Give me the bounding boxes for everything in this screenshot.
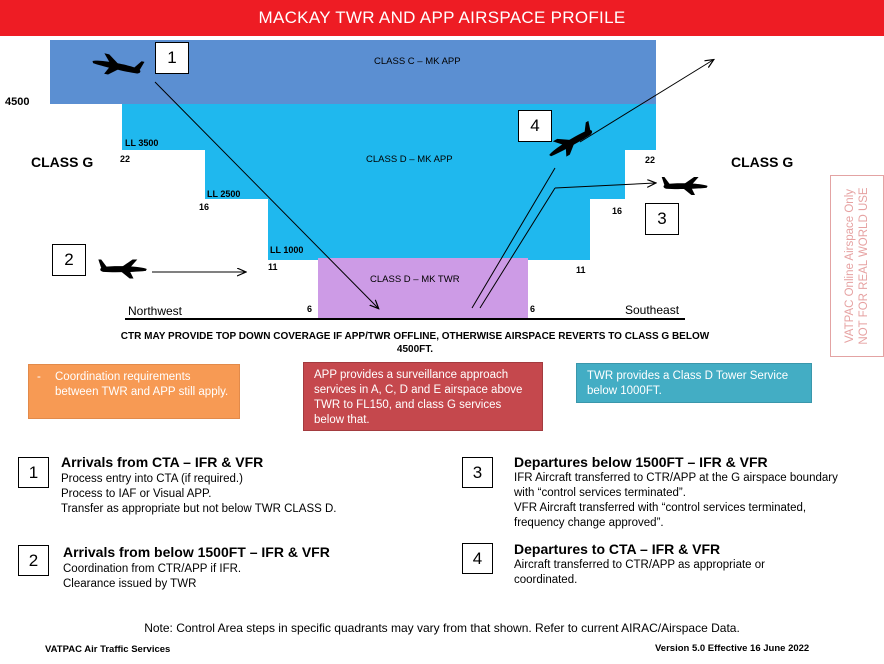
twr-service-box: TWR provides a Class D Tower Service bel… (576, 363, 812, 403)
distance-6-left: 6 (307, 304, 313, 314)
class-d-twr-label: CLASS D – MK TWR (370, 274, 460, 285)
marker-3: 3 (645, 203, 679, 235)
departure-path-3a (479, 187, 556, 309)
title-banner: MACKAY TWR AND APP AIRSPACE PROFILE (0, 0, 884, 36)
distance-16-right: 16 (612, 206, 623, 216)
distance-16-left: 16 (199, 202, 210, 212)
ll-1000-label: LL 1000 (270, 245, 304, 255)
distance-11-left: 11 (268, 262, 278, 272)
marker-2: 2 (52, 244, 86, 276)
app-service-text: APP provides a surveillance approach ser… (314, 369, 523, 426)
legend-number-3: 3 (462, 457, 493, 488)
arrival-path-1 (154, 81, 378, 308)
ll-3500-label: LL 3500 (125, 138, 159, 148)
class-d-app-label: CLASS D – MK APP (366, 154, 453, 165)
watermark-line-2: NOT FOR REAL WORLD USE (858, 187, 870, 345)
watermark-line-1: VATPAC Online Airspace Only (844, 188, 856, 344)
coordination-bullet: - (37, 371, 41, 383)
flight-paths (90, 51, 884, 330)
altitude-4500-label: 4500 (5, 96, 30, 108)
watermark-text: VATPAC Online Airspace Only NOT FOR REAL… (843, 187, 871, 344)
distance-11-right: 11 (576, 265, 586, 275)
legend-number-2: 2 (18, 545, 49, 576)
class-d-app-step-2500 (205, 150, 625, 199)
distance-6-right: 6 (530, 304, 536, 314)
marker-1: 1 (155, 42, 189, 74)
twr-service-text: TWR provides a Class D Tower Service bel… (587, 370, 789, 397)
legend-number-1: 1 (18, 457, 49, 488)
legend-title-1: Arrivals from CTA – IFR & VFR (61, 454, 264, 470)
page-title: MACKAY TWR AND APP AIRSPACE PROFILE (258, 8, 626, 27)
aircraft-icon (98, 259, 147, 279)
coordination-box: - Coordination requirements between TWR … (28, 364, 240, 419)
legend-text-4: Aircraft transferred to CTR/APP as appro… (514, 559, 765, 586)
legend-title-3: Departures below 1500FT – IFR & VFR (514, 454, 768, 470)
class-c-block (50, 40, 656, 104)
footer-note: Note: Control Area steps in specific qua… (144, 621, 740, 635)
departure-path-4b (579, 60, 713, 143)
northwest-label: Northwest (128, 304, 183, 318)
aircraft-icon (661, 177, 708, 195)
legend-title-2: Arrivals from below 1500FT – IFR & VFR (63, 544, 330, 560)
legend-text-3: IFR Aircraft transferred to CTR/APP at t… (514, 472, 838, 529)
ctr-note: CTR MAY PROVIDE TOP DOWN COVERAGE IF APP… (120, 331, 710, 355)
footer-organisation: VATPAC Air Traffic Services (45, 644, 171, 655)
footer-version: Version 5.0 Effective 16 June 2022 (655, 643, 810, 654)
legend-text-2: Coordination from CTR/APP if IFR. Cleara… (63, 563, 242, 590)
watermark-box: VATPAC Online Airspace Only NOT FOR REAL… (830, 175, 884, 357)
legend-text-1: Process entry into CTA (if required.) Pr… (61, 473, 337, 515)
aircraft-icon (90, 51, 145, 82)
departure-path-4a (471, 167, 556, 309)
distance-22-right: 22 (645, 155, 656, 165)
class-d-app-step-1000 (268, 199, 590, 260)
class-c-label: CLASS C – MK APP (374, 56, 461, 67)
legend-number-4: 4 (462, 543, 493, 574)
ll-2500-label: LL 2500 (207, 189, 241, 199)
coordination-text: Coordination requirements between TWR an… (55, 371, 229, 398)
class-g-right-label: CLASS G (731, 154, 794, 170)
app-service-box: APP provides a surveillance approach ser… (303, 362, 543, 431)
marker-4: 4 (518, 110, 552, 142)
class-g-left-label: CLASS G (31, 154, 94, 170)
aircraft-icon (544, 120, 599, 164)
southeast-label: Southeast (625, 303, 680, 317)
distance-22-left: 22 (120, 154, 131, 164)
departure-path-3b (554, 183, 655, 189)
ground-line (125, 318, 685, 320)
legend-title-4: Departures to CTA – IFR & VFR (514, 541, 721, 557)
